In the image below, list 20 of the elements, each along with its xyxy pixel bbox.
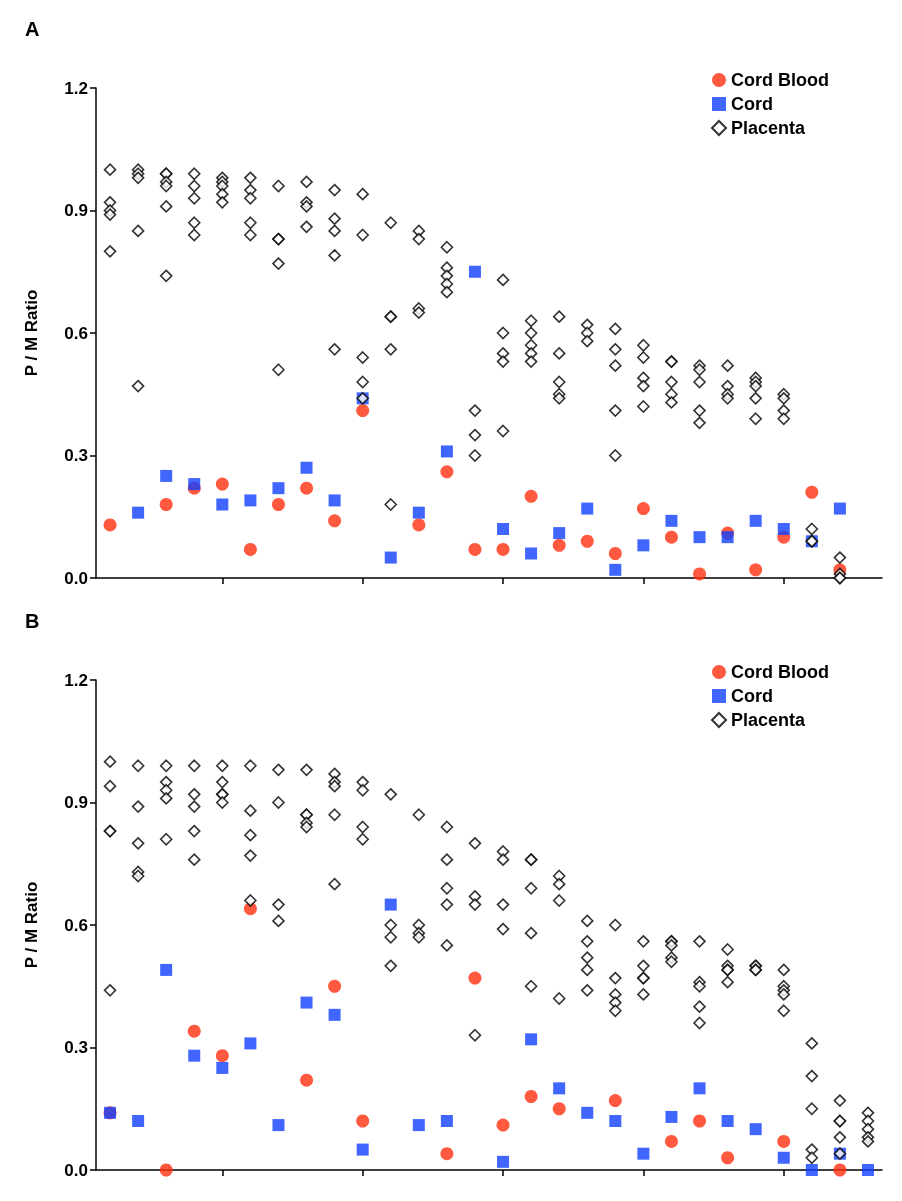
y-tick-label: 0.6 [64,323,88,343]
legend-label: Cord [731,686,774,706]
y-axis-title: P / M Ratio [22,289,41,377]
y-tick-label: 0.3 [64,1038,88,1057]
y-tick-label: 0.0 [64,1160,88,1180]
legend-label: Cord Blood [731,70,829,90]
chart-title: A [25,18,40,40]
y-tick-label: 0.9 [64,201,88,220]
legend-label: Cord Blood [731,662,829,682]
legend-label: Placenta [731,118,807,138]
chart-title: B [25,610,40,632]
legend-label: Cord [731,94,774,114]
y-tick-label: 0.6 [64,915,88,935]
y-tick-label: 0.9 [64,793,88,812]
y-tick-label: 1.2 [64,78,88,98]
y-tick-label: 0.0 [64,568,88,588]
y-tick-label: 1.2 [64,670,88,690]
y-axis-title: P / M Ratio [22,881,41,969]
legend-label: Placenta [731,710,807,730]
y-tick-label: 0.3 [64,446,88,465]
